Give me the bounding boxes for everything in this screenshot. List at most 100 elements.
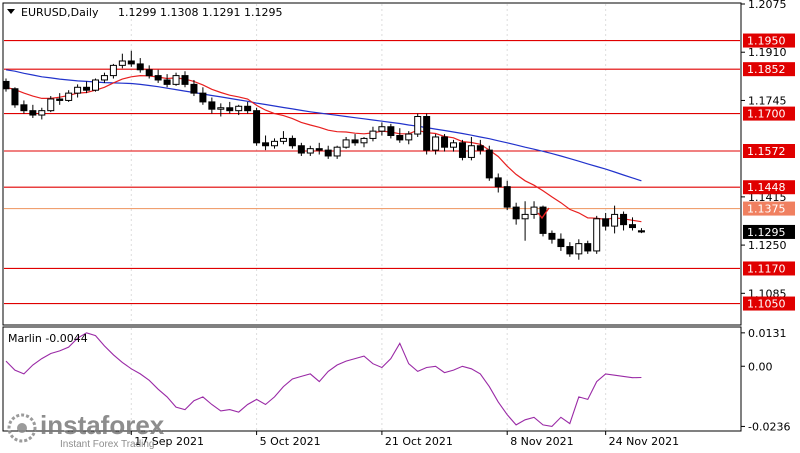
candle[interactable] bbox=[620, 211, 628, 231]
candle[interactable] bbox=[485, 145, 493, 181]
bear-candle-body bbox=[629, 224, 636, 229]
candle[interactable] bbox=[83, 81, 91, 94]
candle[interactable] bbox=[29, 104, 37, 118]
candle[interactable] bbox=[20, 100, 28, 114]
candle[interactable] bbox=[637, 228, 645, 234]
candle[interactable] bbox=[539, 205, 547, 237]
candle[interactable] bbox=[297, 142, 305, 156]
candle[interactable] bbox=[2, 78, 10, 92]
bull-candle-body bbox=[109, 64, 117, 77]
level-badge bbox=[743, 261, 795, 276]
candle[interactable] bbox=[387, 123, 395, 139]
candle[interactable] bbox=[450, 139, 457, 152]
candle[interactable] bbox=[566, 242, 574, 257]
header: EURUSD,Daily 1.1299 1.1308 1.1291 1.1295 bbox=[7, 6, 282, 19]
candle[interactable] bbox=[271, 138, 278, 149]
candle[interactable] bbox=[11, 87, 19, 108]
candlesticks[interactable] bbox=[2, 50, 645, 260]
candle[interactable] bbox=[47, 96, 55, 113]
candle[interactable] bbox=[235, 104, 243, 116]
candle[interactable] bbox=[342, 136, 350, 149]
candle[interactable] bbox=[414, 113, 422, 137]
bear-candle-body bbox=[566, 246, 574, 255]
candle[interactable] bbox=[163, 74, 171, 88]
bear-candle-body bbox=[244, 105, 252, 112]
candle[interactable] bbox=[279, 131, 287, 145]
candle[interactable] bbox=[593, 215, 601, 254]
candle[interactable] bbox=[575, 239, 583, 260]
candle[interactable] bbox=[494, 173, 502, 193]
bear-candle-body bbox=[262, 142, 270, 147]
collapse-triangle-icon[interactable] bbox=[7, 9, 15, 14]
candle[interactable] bbox=[154, 69, 162, 83]
candle[interactable] bbox=[226, 101, 234, 114]
candle[interactable] bbox=[74, 84, 82, 98]
candle[interactable] bbox=[369, 126, 377, 142]
candle[interactable] bbox=[432, 134, 440, 155]
candle[interactable] bbox=[512, 202, 520, 225]
candle[interactable] bbox=[199, 87, 207, 105]
sma-line bbox=[5, 69, 642, 182]
bear-candle-body bbox=[136, 63, 144, 71]
candle[interactable] bbox=[244, 101, 252, 114]
candle[interactable] bbox=[503, 180, 511, 211]
candle[interactable] bbox=[136, 58, 144, 73]
candle[interactable] bbox=[181, 71, 189, 88]
candle[interactable] bbox=[360, 136, 368, 148]
candle[interactable] bbox=[441, 134, 449, 152]
candle[interactable] bbox=[324, 145, 332, 159]
bear-candle-body bbox=[458, 142, 466, 158]
candle[interactable] bbox=[109, 63, 117, 79]
symbol-label: EURUSD,Daily bbox=[21, 6, 99, 19]
candle[interactable] bbox=[521, 201, 529, 241]
bear-candle-body bbox=[83, 86, 91, 91]
bear-candle-body bbox=[557, 238, 565, 248]
candle[interactable] bbox=[423, 113, 431, 155]
candle[interactable] bbox=[557, 233, 565, 251]
price-gridlines bbox=[130, 4, 607, 324]
candle[interactable] bbox=[476, 139, 484, 155]
bear-candle-body bbox=[512, 206, 520, 220]
candle[interactable] bbox=[65, 90, 73, 102]
level-badge-label: 1.1950 bbox=[747, 35, 786, 48]
candle[interactable] bbox=[56, 93, 64, 105]
candle[interactable] bbox=[458, 139, 466, 161]
candle[interactable] bbox=[467, 136, 475, 161]
bear-candle-body bbox=[324, 149, 332, 157]
candle[interactable] bbox=[217, 103, 225, 117]
time-tick-label: 24 Nov 2021 bbox=[609, 435, 679, 448]
candle[interactable] bbox=[584, 240, 592, 254]
candle[interactable] bbox=[92, 78, 99, 92]
candle[interactable] bbox=[378, 122, 386, 136]
candle[interactable] bbox=[333, 145, 341, 159]
instaforex-logo: instaforex Instant Forex Trading bbox=[7, 410, 165, 450]
candle[interactable] bbox=[602, 212, 610, 231]
bear-candle-body bbox=[163, 79, 171, 85]
candle[interactable] bbox=[253, 107, 261, 146]
candle[interactable] bbox=[351, 134, 359, 146]
candle[interactable] bbox=[262, 135, 270, 151]
bear-candle-body bbox=[351, 139, 359, 144]
candle[interactable] bbox=[611, 205, 619, 234]
bear-candle-body bbox=[56, 98, 64, 101]
candle[interactable] bbox=[118, 53, 126, 69]
candle[interactable] bbox=[315, 142, 323, 155]
candle[interactable] bbox=[38, 107, 46, 120]
candle[interactable] bbox=[530, 201, 538, 219]
moving-averages bbox=[5, 69, 642, 223]
candle[interactable] bbox=[288, 135, 296, 149]
level-badge-label: 1.1050 bbox=[747, 298, 786, 311]
candle[interactable] bbox=[548, 230, 556, 244]
horizontal-levels bbox=[4, 39, 740, 305]
candle[interactable] bbox=[190, 79, 198, 97]
candle[interactable] bbox=[629, 217, 636, 231]
candle[interactable] bbox=[396, 128, 404, 143]
candle[interactable] bbox=[172, 72, 180, 86]
current-price-label: 1.1295 bbox=[747, 226, 786, 239]
candle[interactable] bbox=[405, 131, 413, 145]
candle[interactable] bbox=[100, 72, 108, 83]
candle[interactable] bbox=[306, 145, 314, 156]
candle[interactable] bbox=[127, 50, 135, 67]
candle[interactable] bbox=[145, 65, 153, 79]
candle[interactable] bbox=[208, 97, 216, 114]
